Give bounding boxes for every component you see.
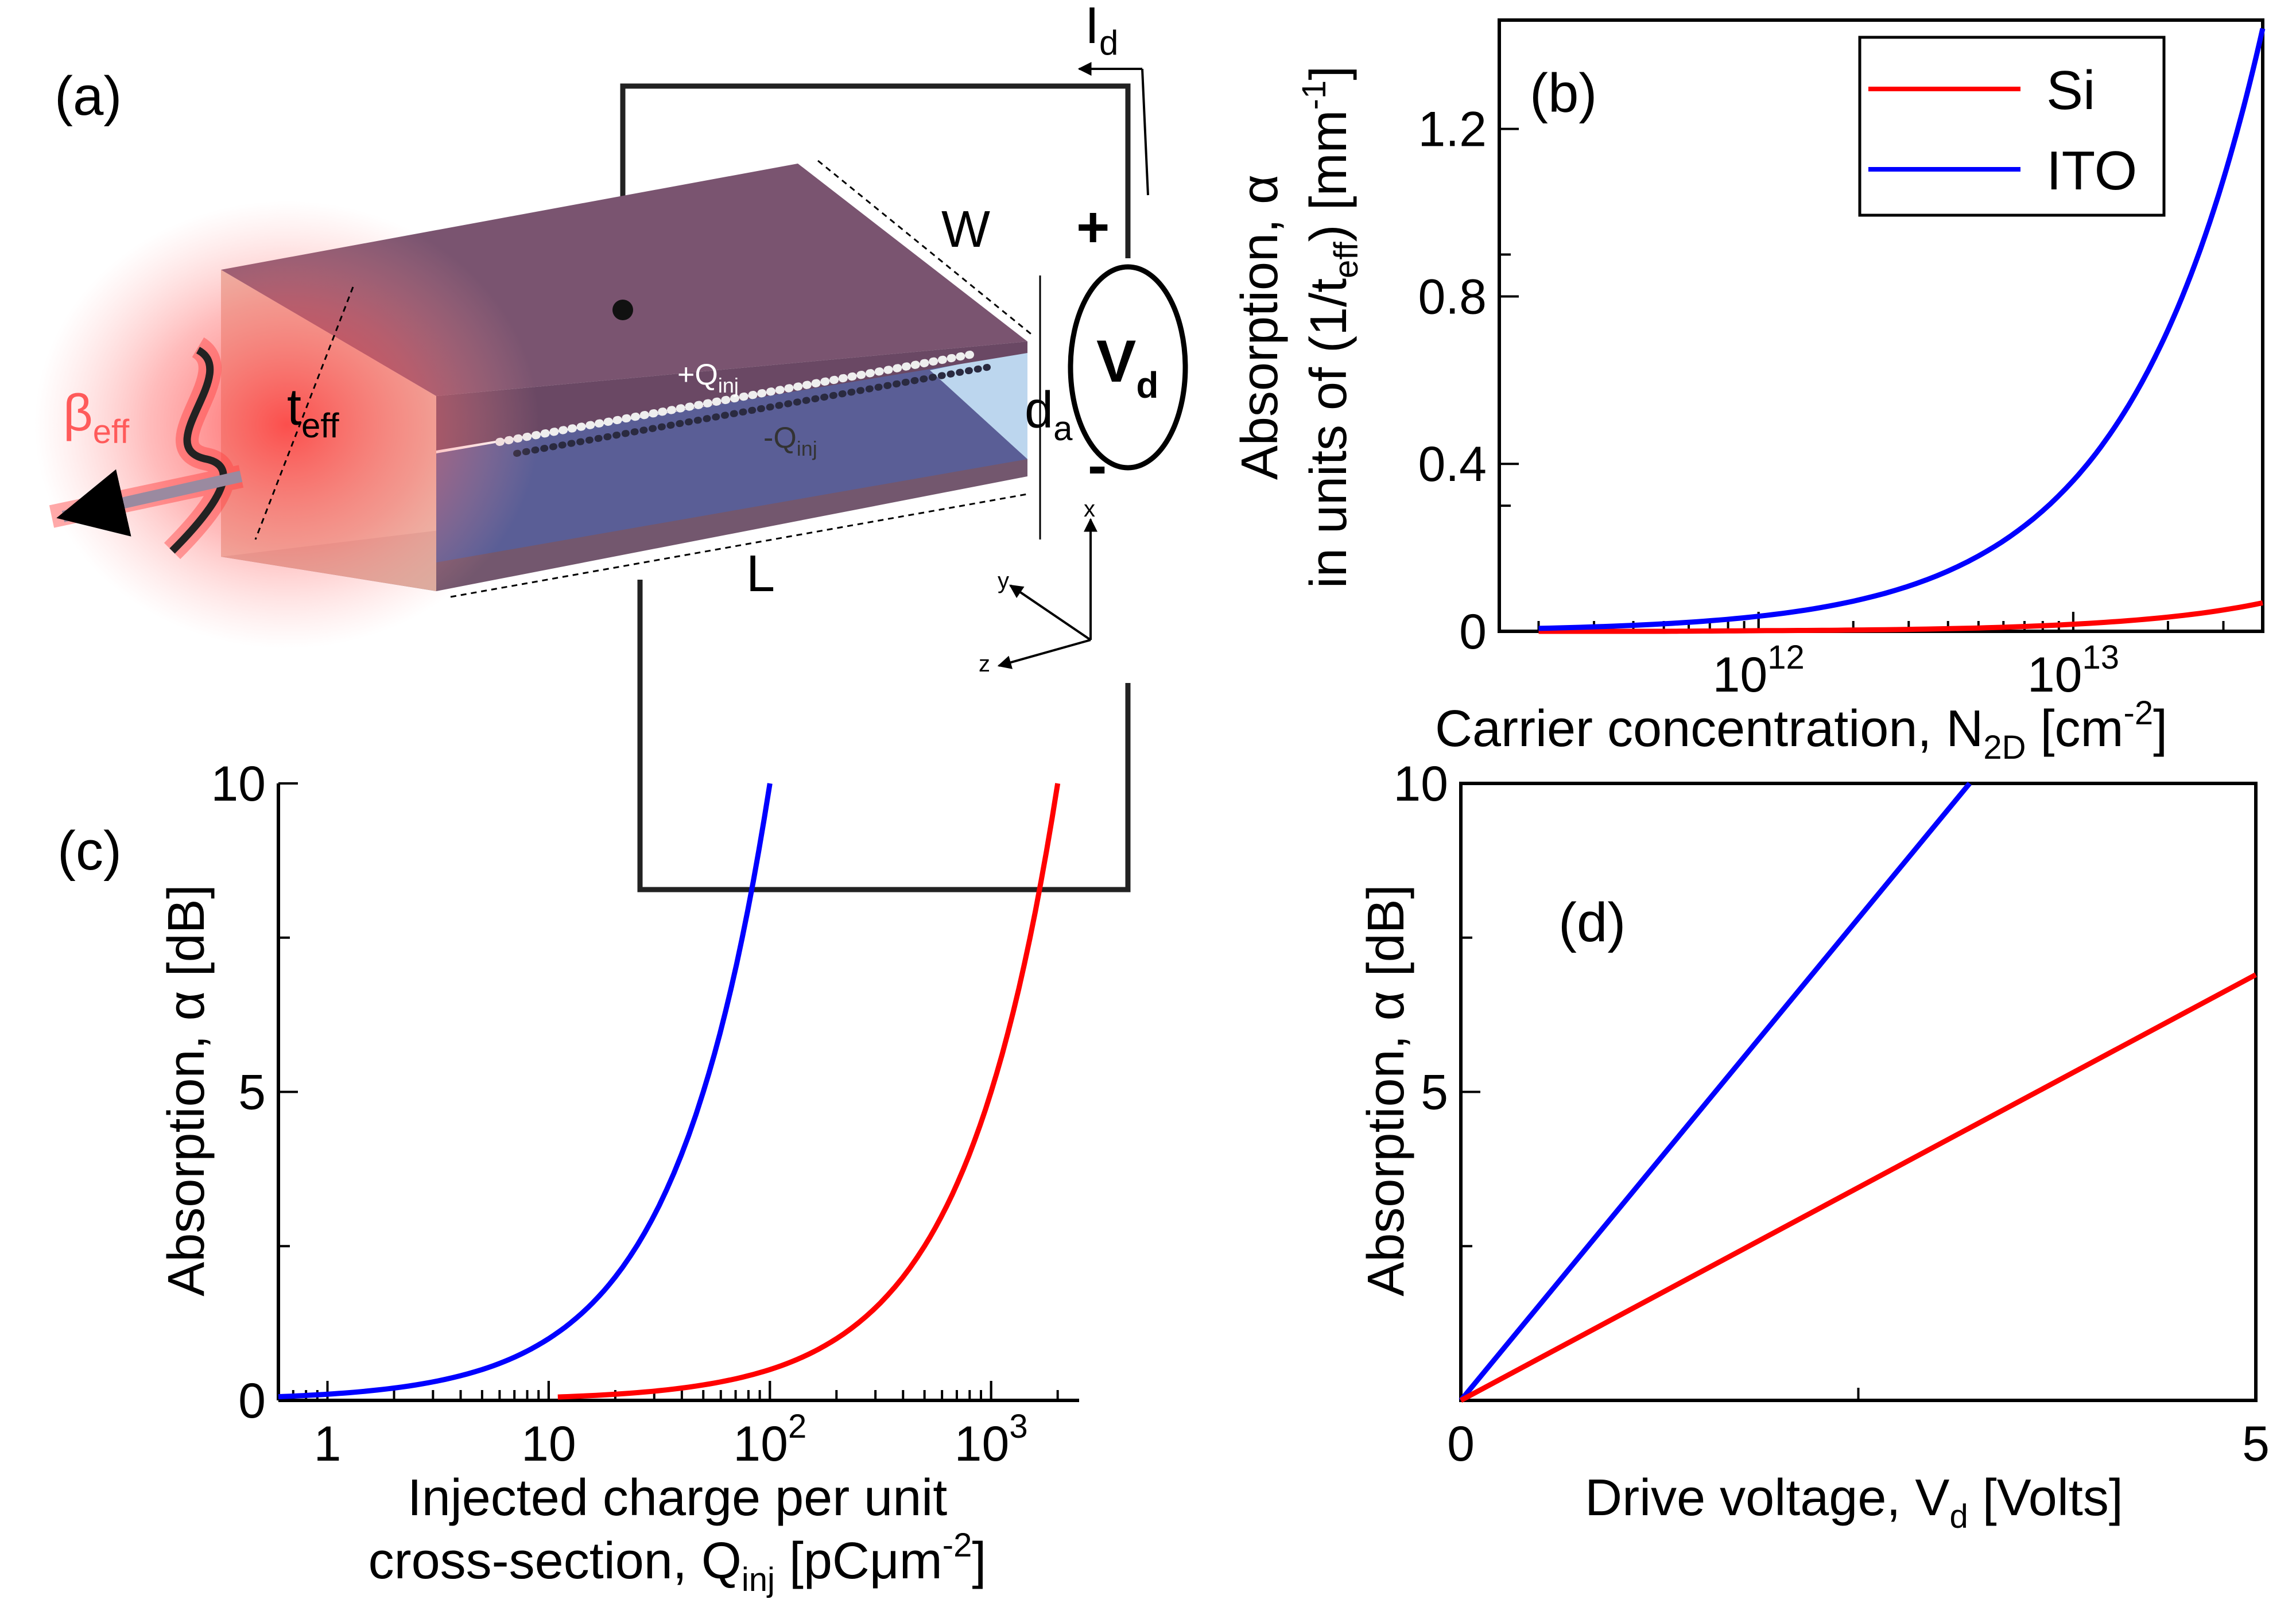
propagation-arrow (56, 469, 243, 537)
legend-label-ito: ITO (2046, 140, 2137, 201)
coord-axis-z (997, 639, 1091, 669)
x-tick-label: 1 (314, 1416, 342, 1472)
chart-d: 0 5 5 10 (d) Absorption, α [dB] Drive volta… (1358, 756, 2270, 1535)
neg-charge-label: -Qinj (763, 421, 817, 460)
chart-b-ticks: 1012 1013 0 0.4 0.8 1.2 (1418, 102, 2264, 702)
chart-b-legend-box (1858, 36, 2166, 217)
panel-a-label: (a) (55, 65, 122, 127)
gap-side-highlight (930, 350, 1027, 459)
coord-axis-y (1009, 584, 1092, 641)
pos-charge-label: +Qinj (677, 358, 739, 397)
series-line-ito (1538, 28, 2266, 631)
x-tick-label: 102 (733, 1408, 806, 1472)
panel-c-label: (c) (57, 820, 122, 882)
top-electrode-contact (612, 300, 633, 320)
thickness-label: teff (287, 379, 339, 445)
minus-sign: - (1088, 433, 1107, 498)
chart-d-series (1459, 782, 2258, 1403)
y-tick-label: 0.8 (1418, 269, 1487, 324)
wave-dark-line (169, 347, 227, 554)
x-tick-label: 1012 (1713, 639, 1805, 702)
thickness-dimension (254, 286, 354, 540)
y-tick-label: 10 (211, 756, 266, 812)
length-dimension (450, 492, 1031, 598)
series-line-si (1538, 600, 2263, 634)
x-tick-label: 103 (955, 1408, 1028, 1472)
legend-label-si: Si (2046, 60, 2095, 121)
slab-gap-region (436, 350, 1027, 562)
chart-b: 1012 1013 0 0.4 0.8 1.2 (b) Si ITO Absorption… (1231, 18, 2266, 766)
chart-d-ticks: 0 5 5 10 (1393, 756, 2270, 1472)
series-line-red (1459, 972, 2258, 1403)
chart-c-xlabel-line2: cross-section, Qinj [pCμm-2] (369, 1527, 987, 1598)
coord-z-label: z (979, 651, 990, 677)
chart-b-ylabel-line2: in units of (1/teff) [mm-1] (1296, 66, 1365, 588)
panel-d-label: (d) (1558, 892, 1626, 953)
x-tick-label: 5 (2242, 1416, 2270, 1472)
length-label: L (746, 545, 775, 603)
chart-d-xlabel: Drive voltage, Vd [Volts] (1585, 1469, 2123, 1535)
chart-c: 1 10 102 103 0 5 10 (c) Absorption, α [dB] Inj… (57, 756, 1079, 1598)
voltage-source-label: Vd (1096, 328, 1158, 406)
current-arrow-tail (1141, 68, 1149, 196)
panel-a-device-schematic: (a) Id Vd + - βeff W L teff (34, 0, 1188, 892)
width-label: W (941, 201, 990, 258)
series-line-blue (278, 783, 773, 1400)
y-tick-label: 1.2 (1418, 102, 1487, 157)
chart-d-frame (1459, 782, 2258, 1402)
chart-b-series (1538, 28, 2266, 634)
chart-c-ylabel: Absorption, α [dB] (158, 884, 215, 1296)
series-line-blue (1459, 782, 1972, 1402)
beta-label: βeff (63, 385, 130, 451)
y-tick-label: 5 (238, 1065, 266, 1120)
width-dimension (817, 160, 1034, 337)
chart-d-ylabel: Absorption, α [dB] (1358, 884, 1415, 1296)
coord-y-label: y (998, 568, 1009, 593)
chart-c-ticks: 1 10 102 103 0 5 10 (211, 756, 1059, 1472)
y-tick-label: 0.4 (1418, 437, 1487, 492)
x-tick-label: 0 (1447, 1416, 1475, 1472)
chart-c-series (278, 783, 1061, 1400)
x-tick-label: 10 (521, 1416, 576, 1472)
chart-b-ylabel: Absorption, α in units of (1/teff) [mm-1… (1231, 66, 1365, 588)
plus-sign: + (1076, 195, 1110, 259)
gap-label: da (1025, 382, 1073, 448)
y-tick-label: 0 (238, 1373, 266, 1429)
x-tick-label: 1013 (2027, 639, 2119, 702)
charge-minus-row (513, 364, 991, 457)
chart-b-ylabel-line1: Absorption, α (1231, 174, 1289, 480)
chart-c-xlabel-line1: Injected charge per unit (408, 1469, 948, 1527)
optical-mode-glow (34, 201, 540, 649)
y-tick-label: 0 (1459, 604, 1487, 659)
series-line-red (557, 783, 1061, 1400)
voltage-source (1068, 264, 1188, 471)
charge-plus-row (495, 351, 974, 446)
coord-x-label: x (1084, 496, 1095, 522)
current-label: Id (1085, 0, 1118, 62)
panel-b-label: (b) (1530, 63, 1597, 124)
chart-b-xlabel: Carrier concentration, N2D [cm-2] (1435, 694, 2167, 766)
y-tick-label: 5 (1421, 1065, 1448, 1120)
y-tick-label: 10 (1393, 756, 1448, 812)
